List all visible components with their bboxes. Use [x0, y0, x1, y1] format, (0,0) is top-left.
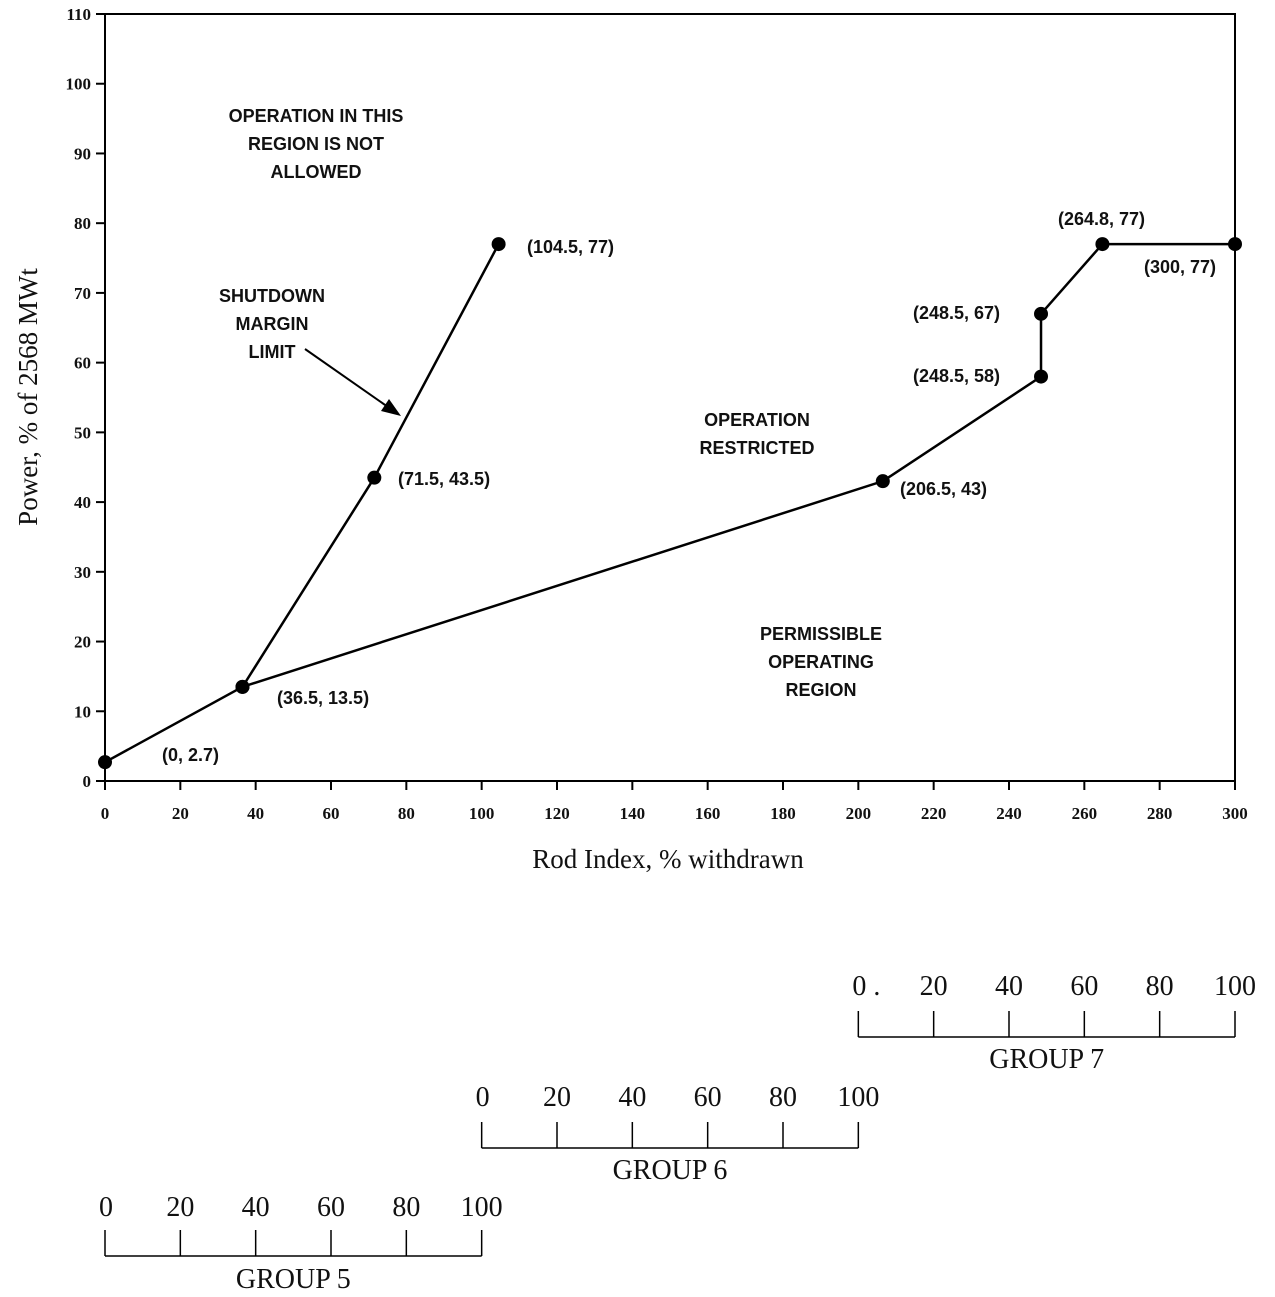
group-scale-tick-label: 0 [476, 1082, 490, 1113]
svg-text:PERMISSIBLE: PERMISSIBLE [760, 624, 882, 644]
x-tick-label: 40 [247, 804, 264, 823]
group-scale-title: GROUP 5 [236, 1264, 351, 1295]
y-tick-label: 80 [74, 214, 91, 233]
y-tick-label: 60 [74, 354, 91, 373]
y-tick-label: 30 [74, 563, 91, 582]
svg-text:OPERATION IN THIS: OPERATION IN THIS [229, 106, 404, 126]
operation-restricted-text: OPERATION RESTRICTED [699, 410, 814, 458]
group-scale-tick-label: 20 [920, 971, 948, 1002]
x-tick-label: 280 [1147, 804, 1173, 823]
shutdown-margin-limit-text: SHUTDOWN MARGIN LIMIT [219, 286, 325, 362]
y-tick-label: 40 [74, 493, 91, 512]
y-tick-label: 0 [83, 772, 92, 791]
svg-text:REGION: REGION [785, 680, 856, 700]
point-label: (206.5, 43) [900, 479, 987, 499]
group-scale-tick-label: 40 [995, 971, 1023, 1002]
y-tick-label: 90 [74, 144, 91, 163]
group-scale-tick-label: 80 [1146, 971, 1174, 1002]
point-label: (71.5, 43.5) [398, 469, 490, 489]
x-tick-label: 120 [544, 804, 570, 823]
group-scale-tick-label: 20 [543, 1082, 571, 1113]
x-tick-label: 100 [469, 804, 495, 823]
point-label: (300, 77) [1144, 257, 1216, 277]
x-tick-label: 260 [1072, 804, 1098, 823]
point-label: (248.5, 67) [913, 303, 1000, 323]
point-label: (0, 2.7) [162, 745, 219, 765]
x-tick-label: 20 [172, 804, 189, 823]
x-tick-label: 160 [695, 804, 721, 823]
data-point [1228, 237, 1242, 252]
group-scale-tick-label: 80 [392, 1192, 420, 1223]
x-tick-label: 140 [620, 804, 646, 823]
svg-text:LIMIT: LIMIT [249, 342, 296, 362]
group-scale-title: GROUP 6 [613, 1155, 728, 1186]
y-tick-label: 110 [66, 5, 91, 24]
permissible-region-text: PERMISSIBLE OPERATING REGION [760, 624, 882, 700]
data-point [367, 470, 382, 485]
group-scale-tick-label: 0 . [852, 971, 880, 1002]
x-tick-label: 80 [398, 804, 415, 823]
group-scale-tick-label: 80 [769, 1082, 797, 1113]
group-scale-title: GROUP 7 [989, 1044, 1104, 1075]
region-not-allowed-text: OPERATION IN THIS REGION IS NOT ALLOWED [229, 106, 404, 182]
y-tick-label: 70 [74, 284, 91, 303]
group-scale-tick-label: 100 [461, 1192, 503, 1223]
group-scale-tick-label: 60 [317, 1192, 345, 1223]
point-label: (248.5, 58) [913, 366, 1000, 386]
group-scale-tick-label: 100 [837, 1082, 879, 1113]
shutdown-margin-arrow [304, 348, 389, 408]
series-points [98, 237, 1242, 770]
data-point [1095, 237, 1110, 252]
x-tick-label: 240 [996, 804, 1022, 823]
svg-text:REGION IS NOT: REGION IS NOT [248, 134, 384, 154]
data-point [875, 474, 890, 489]
group-scale-tick-label: 40 [618, 1082, 646, 1113]
group-scale-tick-label: 100 [1214, 971, 1256, 1002]
point-label: (36.5, 13.5) [277, 688, 369, 708]
svg-text:RESTRICTED: RESTRICTED [699, 438, 814, 458]
x-tick-label: 300 [1222, 804, 1248, 823]
x-axis-title: Rod Index, % withdrawn [532, 844, 804, 874]
y-tick-label: 50 [74, 423, 91, 442]
y-tick-label: 100 [66, 75, 92, 94]
x-tick-label: 0 [101, 804, 110, 823]
x-tick-label: 200 [846, 804, 872, 823]
svg-text:OPERATION: OPERATION [704, 410, 810, 430]
x-tick-label: 220 [921, 804, 947, 823]
y-tick-label: 10 [74, 702, 91, 721]
point-label: (104.5, 77) [527, 237, 614, 257]
data-point [1034, 306, 1049, 321]
svg-text:MARGIN: MARGIN [236, 314, 309, 334]
data-point [98, 755, 112, 770]
svg-text:OPERATING: OPERATING [768, 652, 874, 672]
point-label: (264.8, 77) [1058, 209, 1145, 229]
data-point [1034, 369, 1049, 384]
arrow-head [381, 399, 401, 416]
group-scales: 0 . 20 40 60 80 100 GROUP 7 0 20 40 60 80 100 GROUP 6… [99, 971, 1256, 1295]
svg-text:ALLOWED: ALLOWED [271, 162, 362, 182]
group-scale-tick-label: 60 [694, 1082, 722, 1113]
y-axis-title: Power, % of 2568 MWt [13, 268, 43, 526]
y-axis-ticks: 0 10 20 30 40 50 60 70 80 90 100 110 [66, 5, 105, 791]
series-lines [104, 242, 1235, 764]
group-scale-tick-label: 60 [1070, 971, 1098, 1002]
series-line [104, 243, 500, 764]
group-scale-tick-label: 20 [166, 1192, 194, 1223]
x-tick-label: 60 [323, 804, 340, 823]
group-scale-tick-label: 0 [99, 1192, 113, 1223]
data-point [491, 237, 506, 252]
x-axis-ticks: 0 20 40 60 80 100 120 140 160 180 200 220 240 260 280 3… [101, 781, 1248, 823]
x-tick-label: 180 [770, 804, 796, 823]
data-point [235, 679, 250, 694]
y-tick-label: 20 [74, 633, 91, 652]
plot-frame [104, 13, 1236, 782]
svg-text:SHUTDOWN: SHUTDOWN [219, 286, 325, 306]
group-scale-tick-label: 40 [242, 1192, 270, 1223]
series-line [242, 242, 1235, 689]
